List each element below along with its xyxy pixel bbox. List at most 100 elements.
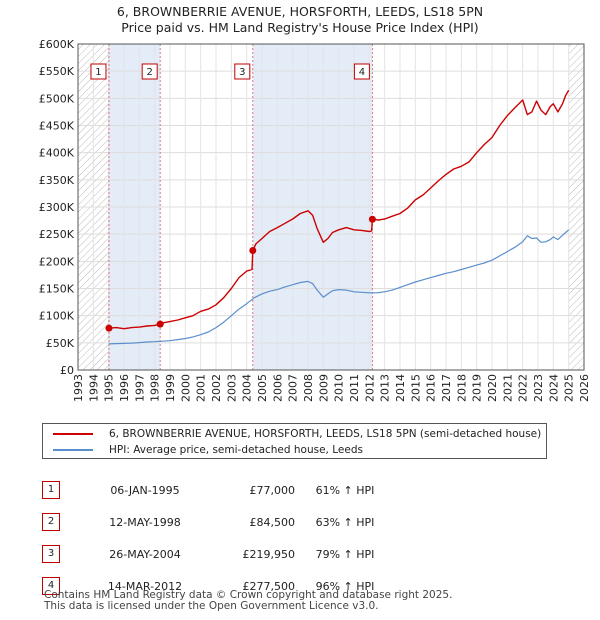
- x-tick-label: 2010: [333, 374, 346, 402]
- x-tick-label: 2019: [471, 374, 484, 402]
- x-tick-label: 2009: [317, 374, 330, 402]
- x-tick-label: 1999: [164, 374, 177, 402]
- x-tick-label: 2021: [501, 374, 514, 402]
- y-tick-label: £500K: [39, 92, 75, 105]
- y-tick-label: £350K: [39, 174, 75, 187]
- x-tick-label: 1998: [149, 374, 162, 402]
- legend-label-property: 6, BROWNBERRIE AVENUE, HORSFORTH, LEEDS,…: [109, 428, 542, 440]
- y-tick-label: £300K: [39, 201, 75, 214]
- sale-label: 4: [359, 67, 365, 78]
- x-tick-label: 2026: [578, 374, 591, 402]
- transaction-row: 1 06-JAN-1995 £77,000 61% ↑ HPI: [42, 474, 395, 506]
- x-tick-label: 2001: [195, 374, 208, 402]
- y-tick-label: £600K: [39, 38, 75, 51]
- x-tick-label: 2003: [225, 374, 238, 402]
- sale-label-box: [353, 63, 370, 80]
- transaction-number: 3: [42, 545, 60, 563]
- transaction-hpi-change: 96% ↑ HPI: [315, 579, 375, 593]
- x-tick-label: 2023: [532, 374, 545, 402]
- transaction-row: 4 14-MAR-2012 £277,500 96% ↑ HPI: [42, 570, 395, 602]
- x-tick-label: 2002: [210, 374, 223, 402]
- transaction-hpi-change: 79% ↑ HPI: [315, 547, 375, 561]
- sale-label-box: [234, 63, 251, 80]
- x-tick-label: 2024: [547, 374, 560, 402]
- transaction-number-cell: 3: [42, 538, 90, 570]
- x-tick-label: 2012: [363, 374, 376, 402]
- footer-line-1: Contains HM Land Registry data © Crown c…: [44, 589, 453, 601]
- legend-item-hpi: HPI: Average price, semi-detached house,…: [53, 442, 363, 458]
- y-tick-label: £100K: [39, 310, 75, 323]
- x-tick-label: 1997: [133, 374, 146, 402]
- legend-item-property: 6, BROWNBERRIE AVENUE, HORSFORTH, LEEDS,…: [53, 426, 541, 442]
- transaction-number: 4: [42, 577, 60, 595]
- transaction-date: 26-MAY-2004: [109, 547, 181, 561]
- x-tick-label: 2008: [302, 374, 315, 402]
- x-tick-label: 1994: [87, 374, 100, 402]
- transaction-number: 2: [42, 513, 60, 531]
- transaction-date: 12-MAY-1998: [109, 515, 181, 529]
- legend: 6, BROWNBERRIE AVENUE, HORSFORTH, LEEDS,…: [42, 423, 547, 459]
- plot-frame: [77, 43, 585, 371]
- transaction-row: 3 26-MAY-2004 £219,950 79% ↑ HPI: [42, 538, 395, 570]
- y-tick-label: £0: [60, 364, 74, 377]
- sale-label: 3: [239, 67, 245, 78]
- property-price-line: [108, 89, 570, 330]
- transaction-price: £84,500: [249, 515, 296, 529]
- x-tick-label: 2004: [241, 374, 254, 402]
- legend-label-hpi: HPI: Average price, semi-detached house,…: [109, 444, 363, 456]
- x-tick-label: 2020: [486, 374, 499, 402]
- y-tick-label: £150K: [39, 283, 75, 296]
- sale-label-box: [141, 63, 158, 80]
- transaction-hpi-change: 63% ↑ HPI: [315, 515, 375, 529]
- transaction-date: 06-JAN-1995: [110, 483, 180, 497]
- y-tick-label: £200K: [39, 255, 75, 268]
- x-tick-label: 2015: [409, 374, 422, 402]
- transaction-number: 1: [42, 481, 60, 499]
- x-tick-label: 2017: [440, 374, 453, 402]
- legend-swatch-hpi: [53, 449, 93, 451]
- footer: Contains HM Land Registry data © Crown c…: [44, 590, 452, 612]
- y-tick-label: £50K: [46, 337, 75, 350]
- transaction-price: £219,950: [242, 547, 296, 561]
- x-tick-label: 2016: [425, 374, 438, 402]
- legend-swatch-property: [53, 433, 93, 435]
- sale-point: [249, 246, 257, 254]
- transaction-number-cell: 2: [42, 506, 90, 538]
- x-tick-label: 1993: [72, 374, 85, 402]
- x-tick-label: 2000: [179, 374, 192, 402]
- x-tick-label: 1995: [103, 374, 116, 402]
- x-tick-label: 2005: [256, 374, 269, 402]
- sale-label-box: [90, 63, 107, 80]
- sale-point: [368, 215, 376, 223]
- transaction-number-cell: 4: [42, 570, 90, 602]
- x-tick-label: 2011: [348, 374, 361, 402]
- sale-point: [156, 320, 164, 328]
- transaction-price: £277,500: [242, 579, 296, 593]
- y-tick-label: £400K: [39, 147, 75, 160]
- transaction-number-cell: 1: [42, 474, 90, 506]
- y-tick-label: £250K: [39, 228, 75, 241]
- title-line-1: 6, BROWNBERRIE AVENUE, HORSFORTH, LEEDS,…: [116, 4, 484, 19]
- x-tick-label: 2018: [455, 374, 468, 402]
- x-tick-label: 2025: [563, 374, 576, 402]
- chart-title: 6, BROWNBERRIE AVENUE, HORSFORTH, LEEDS,…: [0, 4, 600, 36]
- x-tick-label: 2014: [394, 374, 407, 402]
- transaction-row: 2 12-MAY-1998 £84,500 63% ↑ HPI: [42, 506, 395, 538]
- title-line-2: Price paid vs. HM Land Registry's House …: [121, 20, 479, 35]
- transaction-price: £77,000: [249, 483, 296, 497]
- x-tick-label: 2007: [287, 374, 300, 402]
- hpi-line: [108, 229, 570, 345]
- y-tick-label: £450K: [39, 120, 75, 133]
- x-tick-label: 2022: [517, 374, 530, 402]
- x-tick-label: 1996: [118, 374, 131, 402]
- x-tick-label: 2006: [271, 374, 284, 402]
- transaction-date: 14-MAR-2012: [107, 579, 183, 593]
- sale-point: [105, 324, 113, 332]
- footer-line-2: This data is licensed under the Open Gov…: [44, 600, 379, 612]
- x-tick-label: 2013: [379, 374, 392, 402]
- sale-label: 1: [95, 67, 101, 78]
- transactions-table: 1 06-JAN-1995 £77,000 61% ↑ HPI 2 12-MAY-1998…: [42, 474, 395, 602]
- sale-label: 2: [146, 67, 152, 78]
- y-tick-label: £550K: [39, 65, 75, 78]
- transaction-hpi-change: 61% ↑ HPI: [315, 483, 375, 497]
